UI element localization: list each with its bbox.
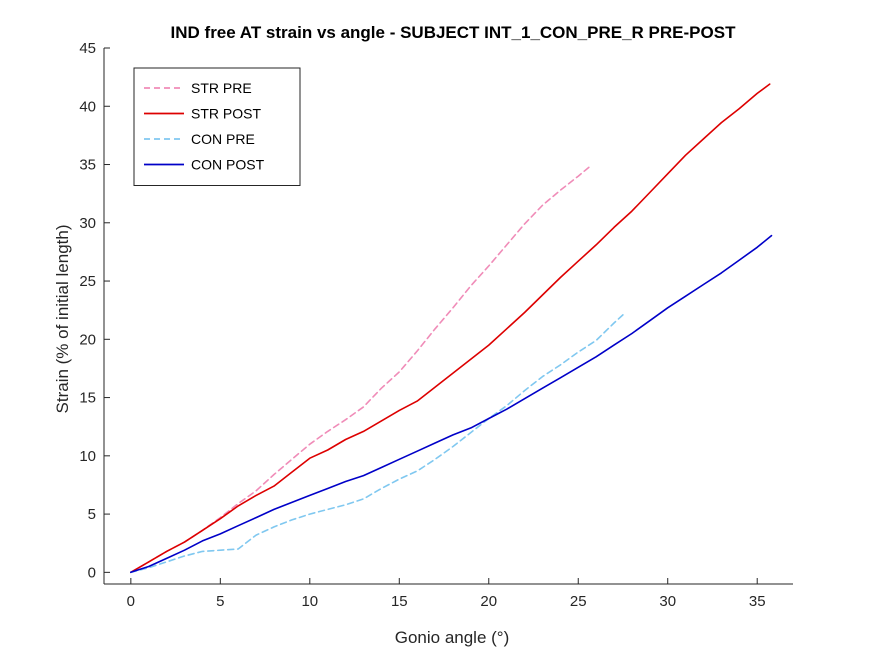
legend-label: CON POST: [191, 157, 265, 173]
y-tick-label: 35: [79, 157, 96, 174]
legend-label: STR PRE: [191, 80, 252, 96]
y-tick-label: 0: [88, 564, 96, 581]
axes-layer: 0 5 10 15 20 25 30 35 0 5 10 15 20 25 30 35 40 45: [79, 40, 793, 610]
y-tick-label: 40: [79, 98, 96, 115]
y-tick-label: 20: [79, 331, 96, 348]
x-tick-label: 20: [480, 593, 497, 610]
y-axis-label: Strain (% of initial length): [53, 225, 72, 414]
series-line-con-post: [130, 234, 773, 574]
x-tick-label: 5: [216, 593, 224, 610]
x-axis-label: Gonio angle (°): [395, 628, 510, 647]
legend-label: CON PRE: [191, 131, 255, 147]
y-tick-label: 25: [79, 273, 96, 290]
y-tick-label: 45: [79, 40, 96, 57]
x-tick-label: 10: [301, 593, 318, 610]
y-tick-label: 5: [88, 506, 96, 523]
legend-label: STR POST: [191, 106, 261, 122]
series-line-con-pre: [130, 313, 624, 574]
x-tick-label: 35: [749, 593, 766, 610]
legend: STR PRE STR POST CON PRE CON POST: [133, 67, 301, 186]
legend-box: [133, 67, 301, 186]
series-layer: [130, 83, 773, 574]
x-tick-label: 30: [659, 593, 676, 610]
series-line-str-post: [130, 83, 771, 574]
chart-title: IND free AT strain vs angle - SUBJECT IN…: [171, 23, 737, 42]
x-tick-label: 15: [391, 593, 408, 610]
y-tick-label: 10: [79, 448, 96, 465]
x-tick-label: 0: [127, 593, 135, 610]
y-tick-label: 30: [79, 215, 96, 232]
y-tick-label: 15: [79, 390, 96, 407]
x-tick-label: 25: [570, 593, 587, 610]
